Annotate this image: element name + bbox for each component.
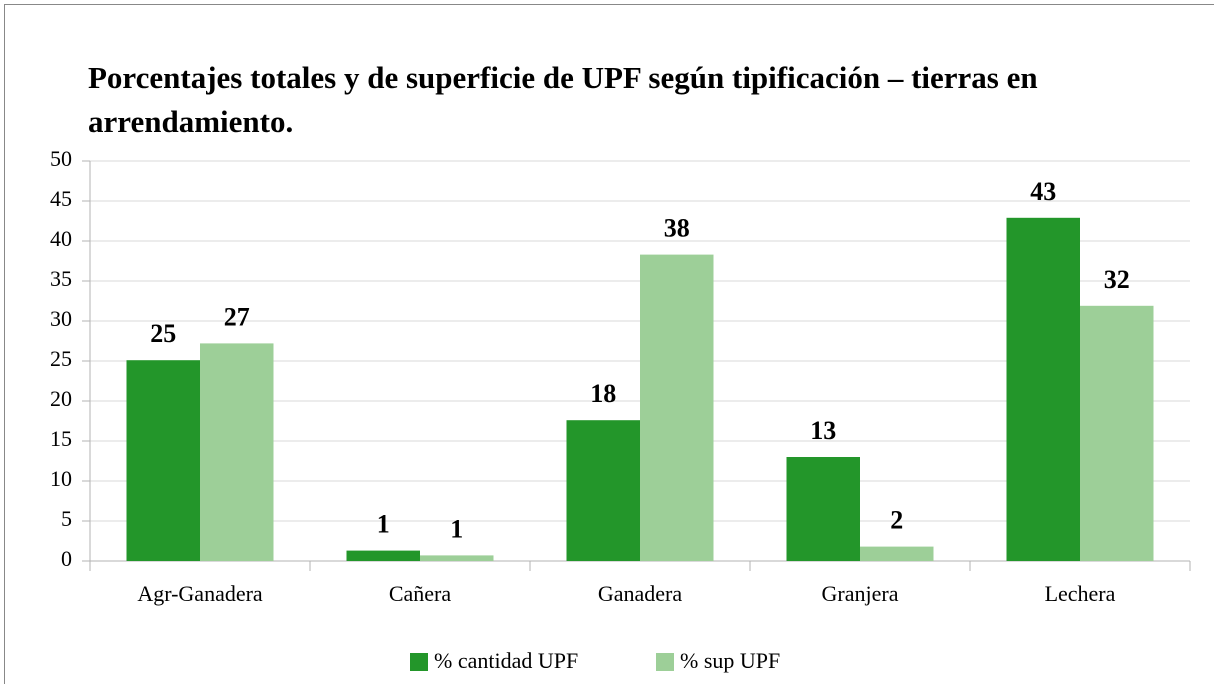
- y-tick-label: 5: [61, 506, 72, 531]
- bar: [860, 546, 934, 561]
- x-tick-label: Agr-Ganadera: [137, 581, 263, 606]
- y-tick-label: 0: [61, 546, 72, 571]
- data-label: 32: [1104, 265, 1130, 294]
- legend-label: % cantidad UPF: [434, 648, 578, 673]
- data-label: 38: [664, 214, 690, 243]
- y-tick-label: 25: [50, 346, 72, 371]
- legend-swatch: [656, 653, 674, 671]
- bar: [420, 555, 494, 561]
- bar: [1080, 305, 1154, 561]
- data-label: 25: [150, 319, 176, 348]
- bar: [346, 550, 420, 561]
- bar: [200, 343, 274, 561]
- bar: [1006, 217, 1080, 562]
- y-tick-label: 20: [50, 386, 72, 411]
- chart-title: Porcentajes totales y de superficie de U…: [88, 60, 1038, 139]
- y-tick-label: 45: [50, 186, 72, 211]
- data-label: 18: [590, 379, 616, 408]
- legend-swatch: [410, 653, 428, 671]
- legend-label: % sup UPF: [680, 648, 780, 673]
- data-label: 27: [224, 302, 250, 331]
- x-tick-label: Ganadera: [598, 581, 683, 606]
- bar: [640, 254, 714, 561]
- data-label: 1: [377, 510, 390, 539]
- chart-border: [4, 4, 1214, 684]
- data-label: 1: [450, 514, 463, 543]
- data-label: 2: [890, 506, 903, 535]
- bar: [786, 457, 860, 561]
- x-tick-label: Granjera: [822, 581, 899, 606]
- y-tick-label: 35: [50, 266, 72, 291]
- bar: [126, 360, 200, 561]
- data-label: 13: [810, 416, 836, 445]
- x-tick-label: Cañera: [389, 581, 452, 606]
- y-tick-label: 30: [50, 306, 72, 331]
- y-tick-label: 40: [50, 226, 72, 251]
- x-tick-label: Lechera: [1045, 581, 1116, 606]
- y-tick-label: 50: [50, 146, 72, 171]
- bar: [566, 420, 640, 561]
- y-tick-label: 10: [50, 466, 72, 491]
- data-label: 43: [1030, 177, 1056, 206]
- y-tick-label: 15: [50, 426, 72, 451]
